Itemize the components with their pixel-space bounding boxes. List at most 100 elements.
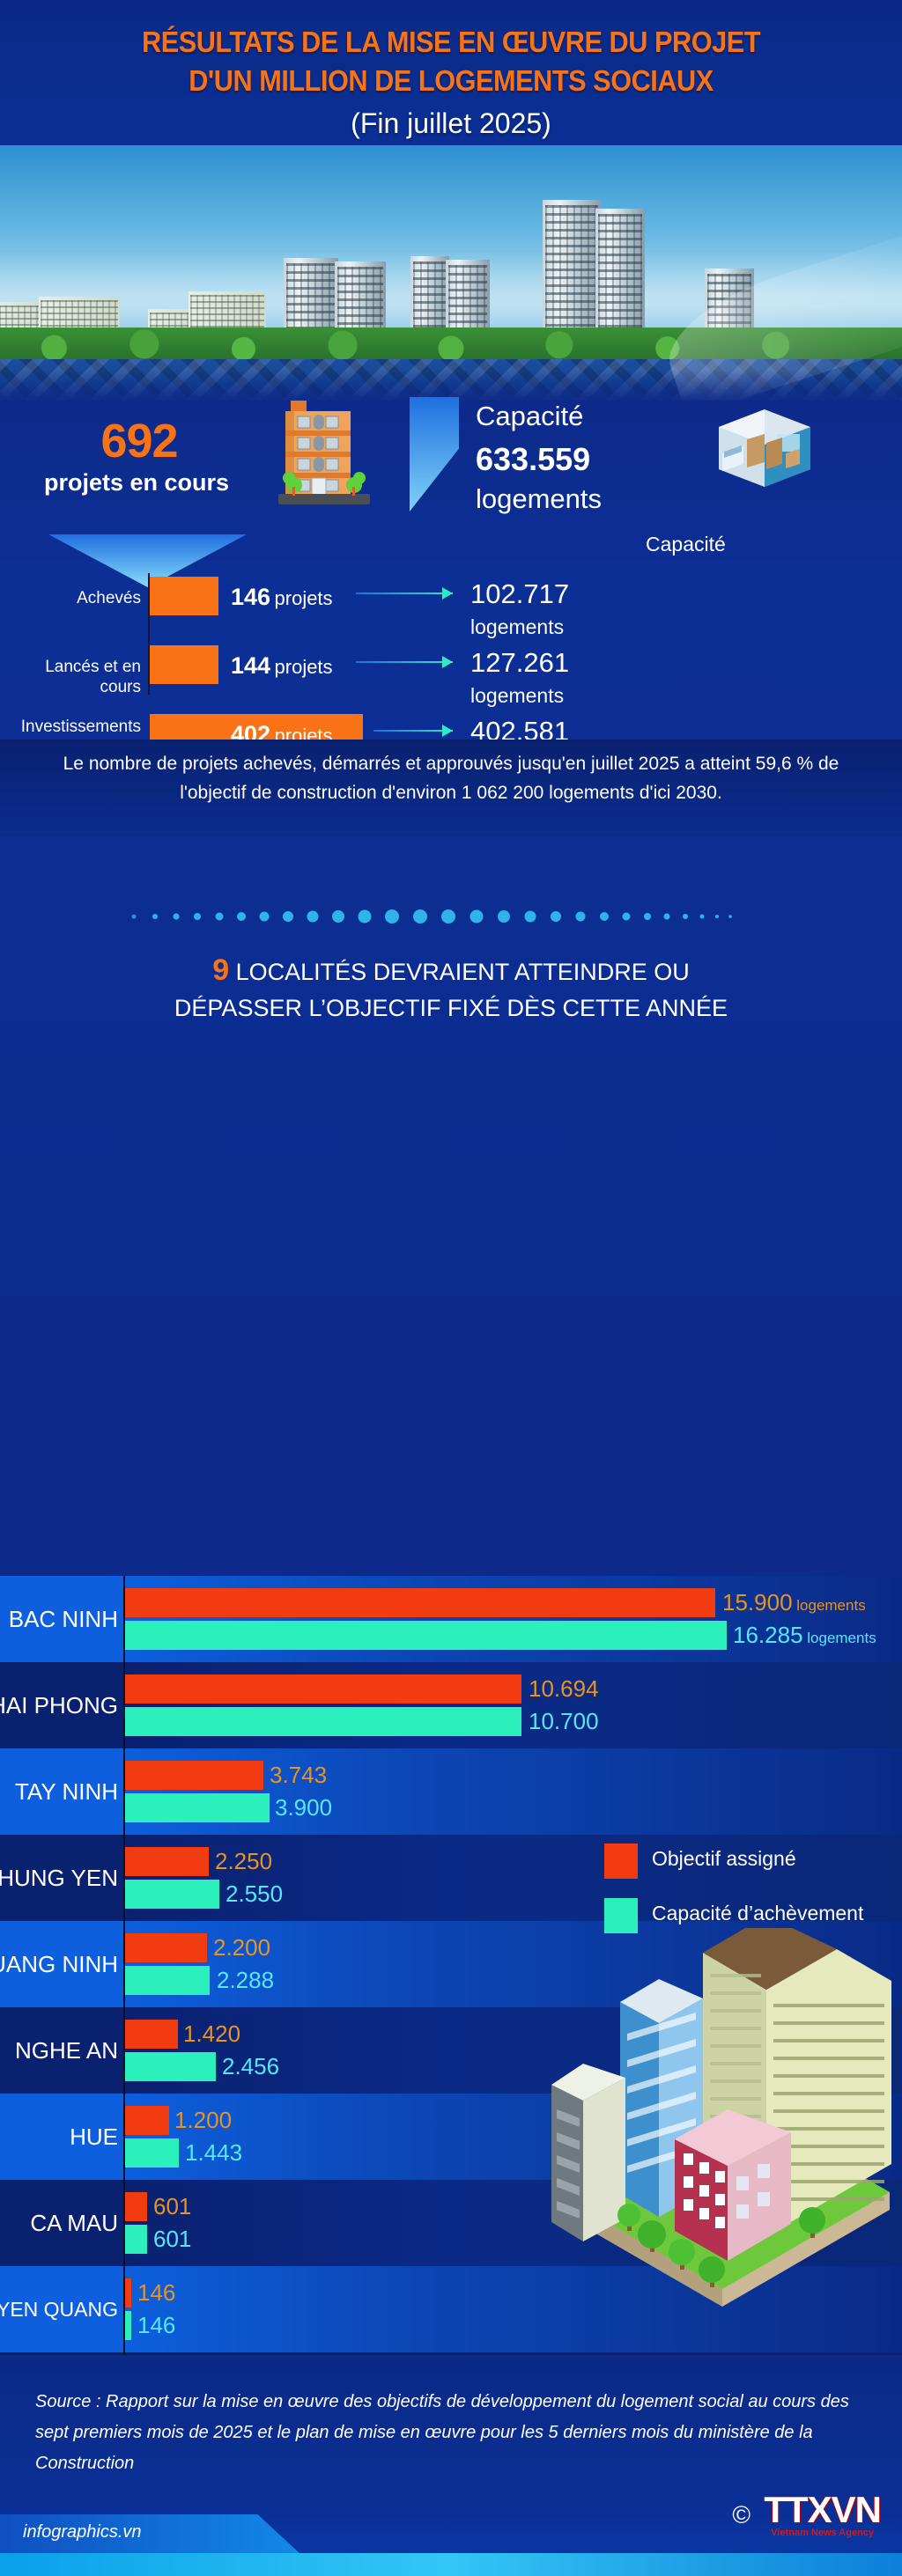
value-target: 15.900 logements: [722, 1589, 866, 1616]
bar-target: [125, 1674, 521, 1704]
projects-count: 692: [100, 415, 178, 467]
chart-row-label: BAC NINH: [8, 1605, 118, 1632]
chart-row-label: HUE: [70, 2123, 118, 2150]
bar-capacity: [125, 1621, 727, 1650]
chart-row-label: NGHE AN: [14, 2036, 118, 2064]
row-projects-value: 146: [231, 584, 271, 610]
value-target: 2.200: [213, 1934, 271, 1961]
bottom-accent-bar: [0, 2553, 902, 2576]
row-projects-unit: projets: [274, 656, 333, 678]
row-projects: 146 projets: [231, 584, 333, 611]
legend-swatch-capacity: [604, 1898, 638, 1933]
row-bar: [150, 645, 218, 684]
row-capacity-unit: logements: [470, 615, 565, 638]
furnished-room-icon: [719, 409, 810, 487]
value-capacity: 2.550: [226, 1880, 284, 1907]
projects-count-label: projets en cours: [43, 469, 230, 496]
value-capacity: 3.900: [275, 1794, 333, 1821]
locality-bar-chart: BAC NINH 15.900 logements 16.285 logemen…: [0, 1576, 902, 2355]
arrow-shaft: [356, 661, 453, 663]
row-arrow-icon: [356, 656, 453, 668]
bar-capacity: [125, 2311, 131, 2340]
chart-baseline-axis: [123, 1576, 125, 2355]
chart-row-bac-ninh: BAC NINH 15.900 logements 16.285 logemen…: [0, 1576, 902, 1662]
bar-capacity: [125, 2225, 147, 2254]
chart-row-label: HAI PHONG: [0, 1691, 118, 1719]
value-capacity: 2.288: [217, 1967, 275, 1993]
bar-capacity: [125, 1966, 210, 1995]
row-capacity: 102.717: [470, 578, 570, 609]
bar-target: [125, 1588, 715, 1617]
value-target: 1.420: [183, 2020, 241, 2047]
bar-target: [125, 1847, 209, 1876]
bar-target: [125, 1933, 207, 1962]
arrow-head: [442, 656, 453, 668]
value-target: 1.200: [174, 2107, 233, 2133]
bar-capacity: [125, 1707, 521, 1736]
row-projects: 144 projets: [231, 652, 333, 680]
flow-wedge-icon: [410, 397, 459, 512]
ttxvn-tagline: Vietnam News Agency: [771, 2528, 875, 2538]
row-label: Achevés: [77, 589, 141, 607]
capacity-column-header: Capacité: [646, 533, 726, 556]
bar-target: [125, 1761, 263, 1790]
legend-label-capacity: Capacité d’achèvement: [652, 1902, 864, 1925]
source-note: Source : Rapport sur la mise en œuvre de…: [35, 2392, 849, 2473]
arrow-head: [442, 725, 453, 737]
footer: Source : Rapport sur la mise en œuvre de…: [0, 2355, 902, 2576]
chart-row-label: QUANG NINH: [0, 1950, 118, 1977]
value-capacity: 601: [153, 2226, 192, 2252]
chart-row-hung-yen: HUNG YEN 2.250 2.550: [0, 1835, 902, 1921]
site-ribbon[interactable]: infographics.vn: [0, 2514, 299, 2553]
row-arrow-icon: [373, 725, 453, 737]
site-url: infographics.vn: [23, 2522, 142, 2542]
value-target: 601: [153, 2193, 192, 2219]
row-capacity: 127.261: [470, 647, 570, 678]
value-capacity: 10.700: [529, 1708, 599, 1734]
row-label: Lancés et en cours: [45, 658, 141, 696]
bar-capacity: [125, 2138, 179, 2168]
section2-heading-line-1: LOCALITÉS DEVRAIENT ATTEINDRE OU: [229, 959, 690, 985]
legend-label-target: Objectif assigné: [652, 1847, 796, 1870]
page-subtitle: (Fin juillet 2025): [351, 107, 551, 139]
row-capacity-unit: logements: [470, 684, 565, 707]
value-capacity: 1.443: [185, 2139, 243, 2166]
bar-target: [125, 2106, 169, 2135]
row-bar: [150, 577, 218, 615]
chart-row-label: TUYEN QUANG: [0, 2297, 118, 2321]
copyright-symbol: ©: [732, 2501, 750, 2528]
value-target-number: 15.900: [722, 1589, 793, 1616]
value-target-unit: logements: [792, 1597, 866, 1614]
capacity-unit: logements: [476, 483, 603, 514]
row-arrow-icon: [356, 587, 453, 600]
capacity-word: Capacité: [476, 401, 584, 431]
bar-target: [125, 2192, 147, 2221]
bar-target: [125, 2020, 178, 2049]
bar-capacity: [125, 1793, 270, 1822]
bar-capacity: [125, 1880, 219, 1909]
capacity-number: 633.559: [476, 441, 591, 477]
value-capacity-number: 16.285: [733, 1622, 803, 1648]
isometric-city-icon: [551, 1928, 891, 2307]
chart-row-label: TAY NINH: [14, 1777, 118, 1805]
value-capacity: 2.456: [222, 2053, 280, 2079]
ttxvn-logo: TTXVN Vietnam News Agency: [764, 2489, 882, 2538]
chart-row-label: HUNG YEN: [0, 1864, 118, 1891]
city-skyline-photo: [0, 145, 902, 405]
chart-row-tay-ninh: TAY NINH 3.743 3.900: [0, 1748, 902, 1835]
apartment-building-icon: [278, 401, 370, 504]
progress-note-band: Le nombre de projets achevés, démarrés e…: [0, 740, 902, 836]
bar-capacity: [125, 2052, 216, 2081]
ttxvn-wordmark: TTXVN: [764, 2489, 882, 2530]
page-title: RÉSULTATS DE LA MISE EN ŒUVRE DU PROJET …: [32, 23, 870, 100]
value-target: 146: [137, 2279, 176, 2306]
value-capacity: 16.285 logements: [733, 1622, 876, 1649]
breakdown-axis: [148, 573, 150, 695]
value-target: 2.250: [215, 1848, 273, 1874]
value-target: 10.694: [529, 1675, 599, 1702]
arrow-shaft: [356, 592, 453, 594]
section2-heading: 9 LOCALITÉS DEVRAIENT ATTEINDRE OU DÉPAS…: [0, 950, 902, 1025]
dotted-divider: [131, 909, 732, 924]
value-capacity-unit: logements: [802, 1630, 876, 1646]
chart-row-hai-phong: HAI PHONG 10.694 10.700: [0, 1662, 902, 1748]
